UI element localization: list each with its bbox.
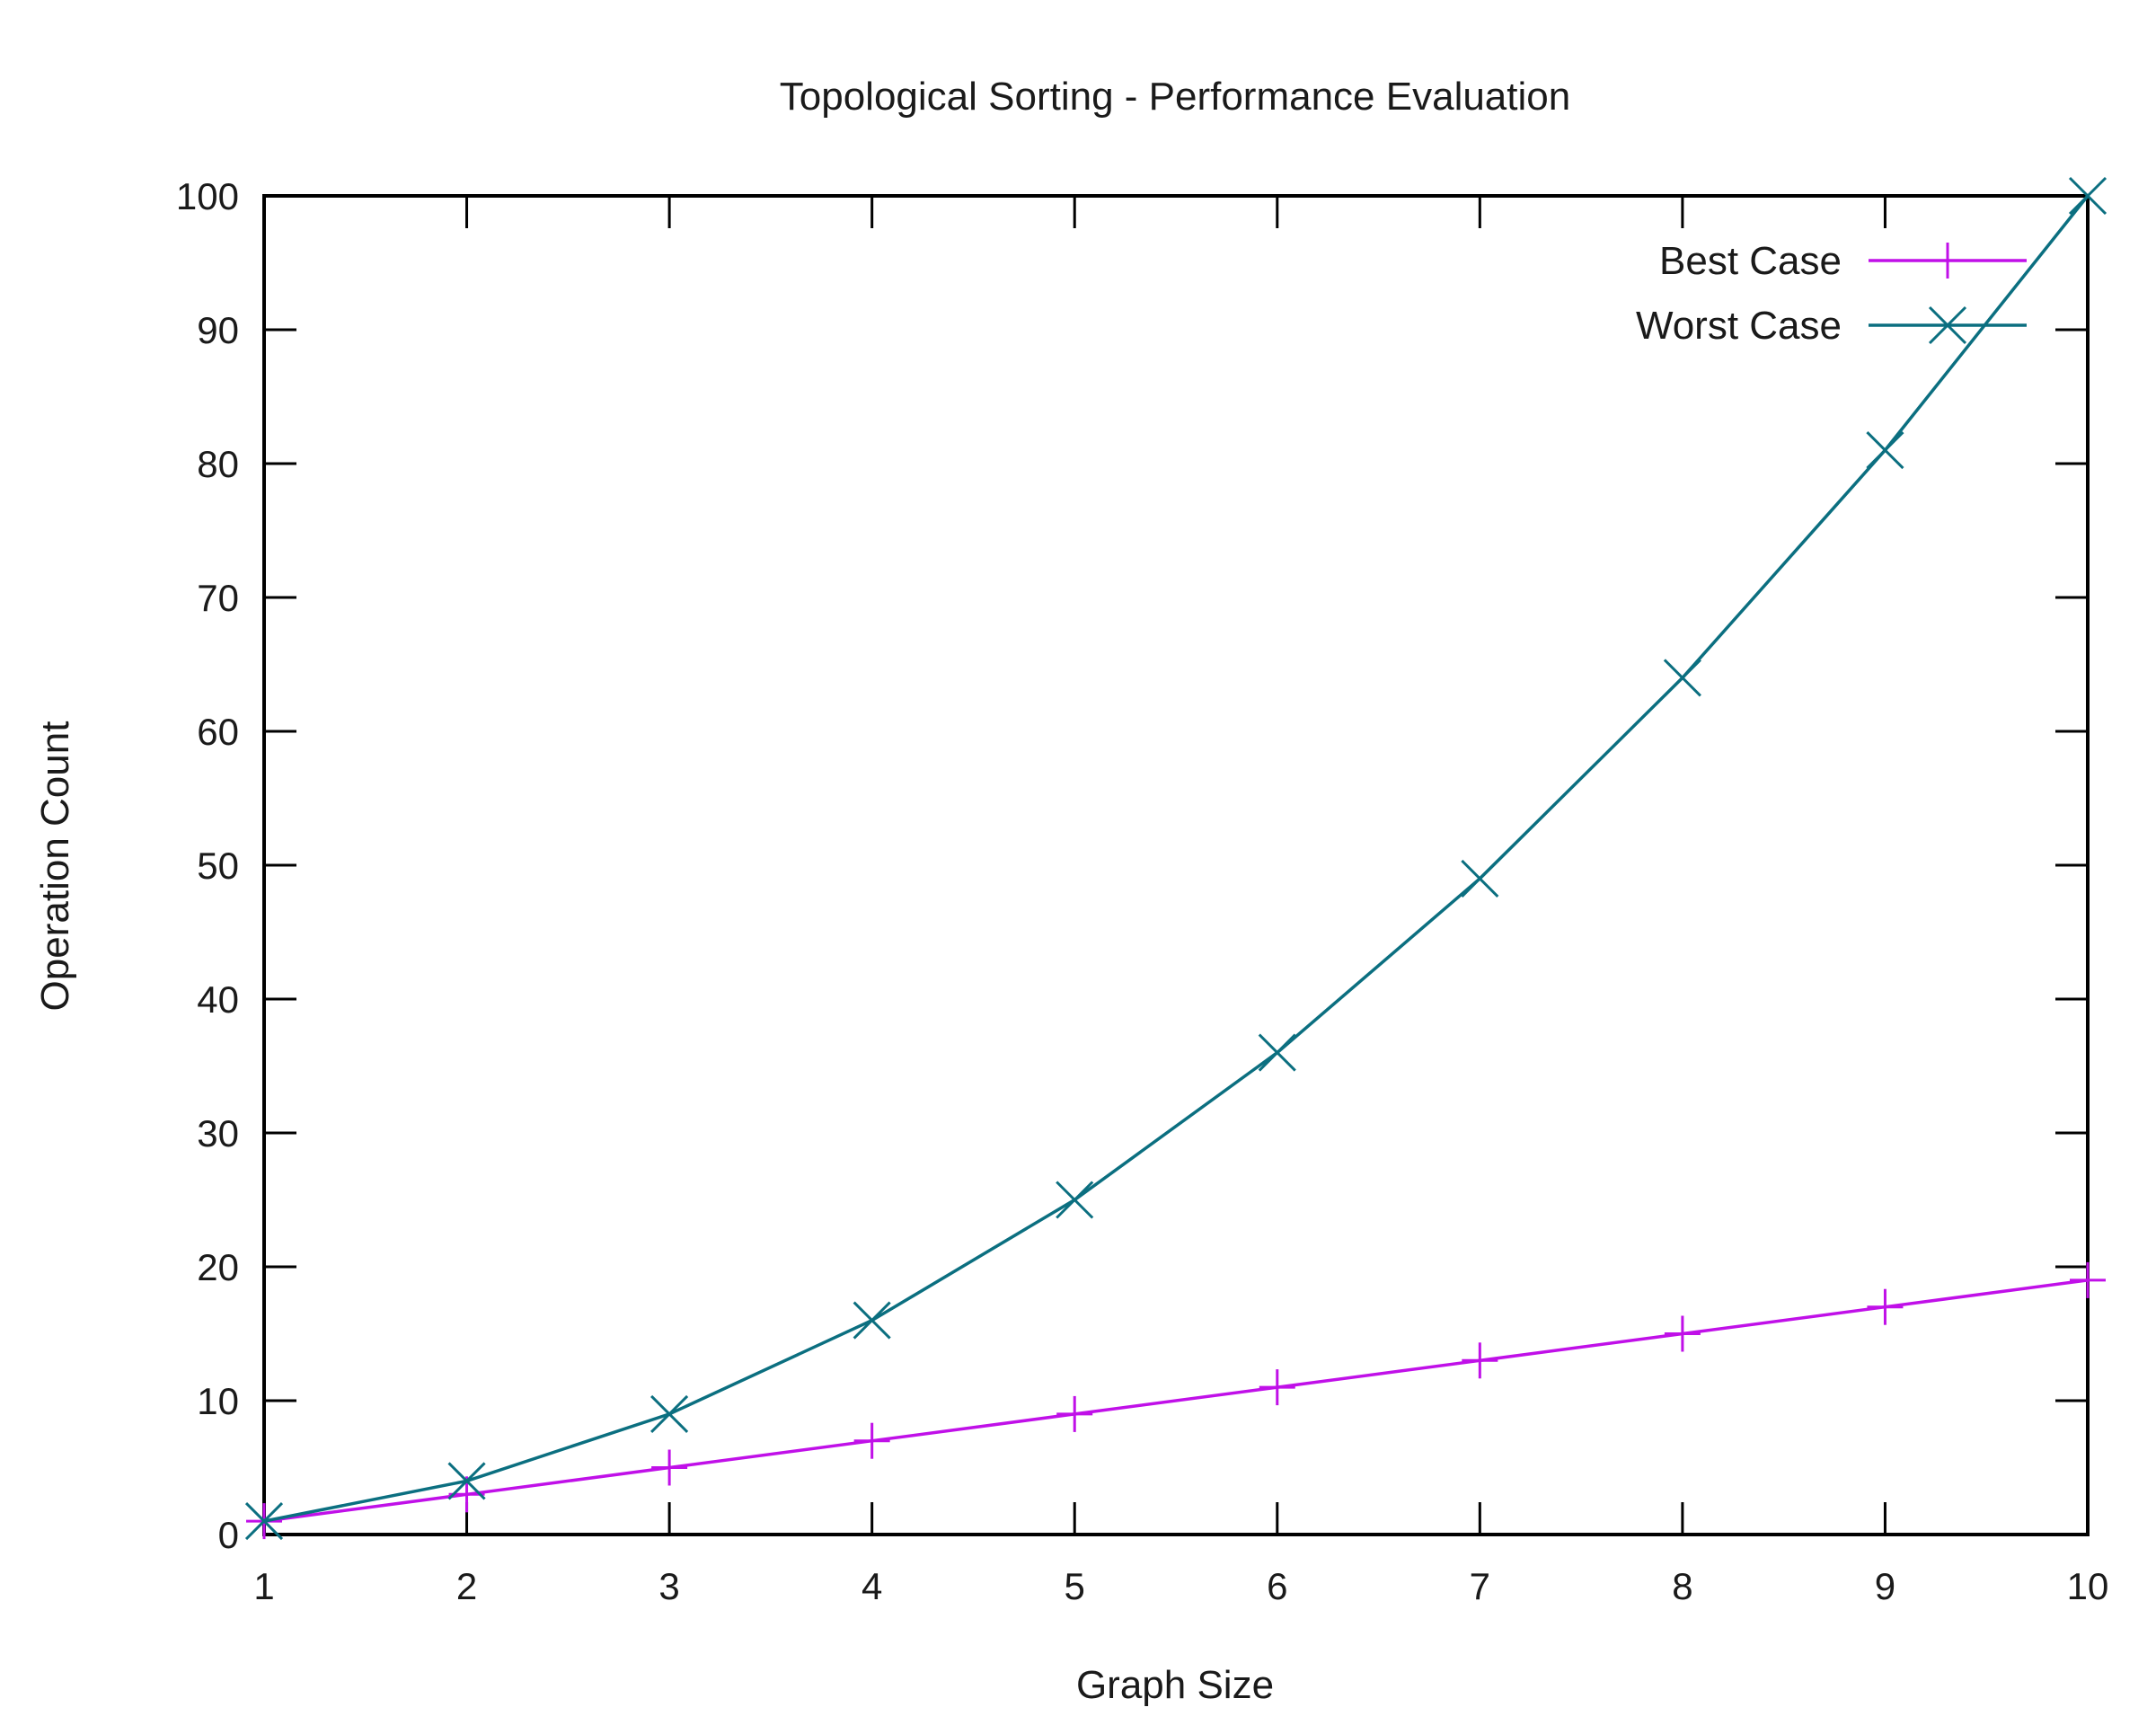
x-tick-label-8: 8 (1672, 1565, 1692, 1607)
series-0-point-8 (1867, 1288, 1904, 1325)
series-1-point-2-d2 (650, 1394, 689, 1433)
series-0-point-9 (2070, 1261, 2106, 1298)
y-tick-label-50: 50 (197, 845, 239, 887)
x-tick-label-1: 1 (253, 1565, 274, 1607)
y-tick-label-60: 60 (197, 711, 239, 753)
series-1-point-2 (650, 1394, 689, 1433)
y-tick-label-30: 30 (197, 1112, 239, 1154)
series-1-point-0 (244, 1502, 284, 1541)
y-tick-label-100: 100 (176, 175, 239, 217)
axes: 0 10 20 30 40 50 60 70 80 90 100 1 2 3 4 5 6 7 8 9 10 (176, 175, 2108, 1607)
chart-title: Topological Sorting - Performance Evalua… (780, 75, 1570, 119)
legend-marker-1-d2 (1928, 305, 1967, 345)
legend-label-1: Worst Case (1636, 304, 1842, 348)
series-1-point-1-d2 (447, 1462, 486, 1500)
y-tick-label-0: 0 (218, 1514, 239, 1556)
series-1-point-4 (1056, 1181, 1094, 1219)
y-tick-label-70: 70 (197, 577, 239, 619)
series-0-point-7 (1664, 1315, 1701, 1352)
series-0-point-2 (651, 1449, 688, 1486)
series-0-line (263, 1278, 2089, 1523)
series-1-point-8-d2 (1866, 431, 1904, 470)
series-1-point-7 (1663, 659, 1701, 697)
legend-marker-1 (1928, 305, 1967, 345)
series-1-point-8 (1866, 431, 1904, 470)
series-0-point-3 (853, 1422, 890, 1459)
x-tick-label-4: 4 (862, 1565, 882, 1607)
series-1-point-4-d2 (1056, 1181, 1094, 1219)
series-1-line (263, 194, 2090, 1523)
x-tick-label-9: 9 (1875, 1565, 1895, 1607)
legend-marker-0 (1930, 243, 1966, 279)
x-axis-label: Graph Size (1076, 1663, 1274, 1707)
y-tick-label-90: 90 (197, 309, 239, 351)
x-tick-label-7: 7 (1470, 1565, 1490, 1607)
legend-label-0: Best Case (1659, 239, 1842, 283)
x-tick-label-5: 5 (1065, 1565, 1085, 1607)
series-1-point-5 (1258, 1033, 1296, 1072)
series-1-point-9 (2068, 176, 2107, 216)
series-1-point-3-d2 (853, 1301, 891, 1340)
plot-frame (262, 194, 2090, 1536)
series-0-point-5 (1259, 1369, 1295, 1406)
series-1-point-0-d2 (244, 1502, 284, 1541)
series-1-point-1 (447, 1462, 486, 1500)
y-tick-label-80: 80 (197, 443, 239, 485)
y-tick-label-40: 40 (197, 978, 239, 1021)
legend: Best Case Worst Case (1636, 239, 2027, 348)
y-tick-label-10: 10 (197, 1380, 239, 1422)
series-1-point-5-d2 (1258, 1033, 1296, 1072)
series-0-point-6 (1462, 1342, 1498, 1379)
series-layer (244, 176, 2107, 1541)
series-0-point-4 (1056, 1395, 1093, 1432)
x-tick-label-6: 6 (1267, 1565, 1287, 1607)
x-tick-label-10: 10 (2067, 1565, 2109, 1607)
x-tick-label-3: 3 (658, 1565, 679, 1607)
y-axis-label: Operation Count (33, 721, 77, 1012)
series-1-point-6-d2 (1461, 859, 1499, 898)
y-tick-label-20: 20 (197, 1246, 239, 1288)
x-tick-label-2: 2 (456, 1565, 477, 1607)
series-1-point-7-d2 (1663, 659, 1701, 697)
series-1-point-3 (853, 1301, 891, 1340)
series-1-point-9-d2 (2068, 176, 2107, 216)
series-1-point-6 (1461, 859, 1499, 898)
